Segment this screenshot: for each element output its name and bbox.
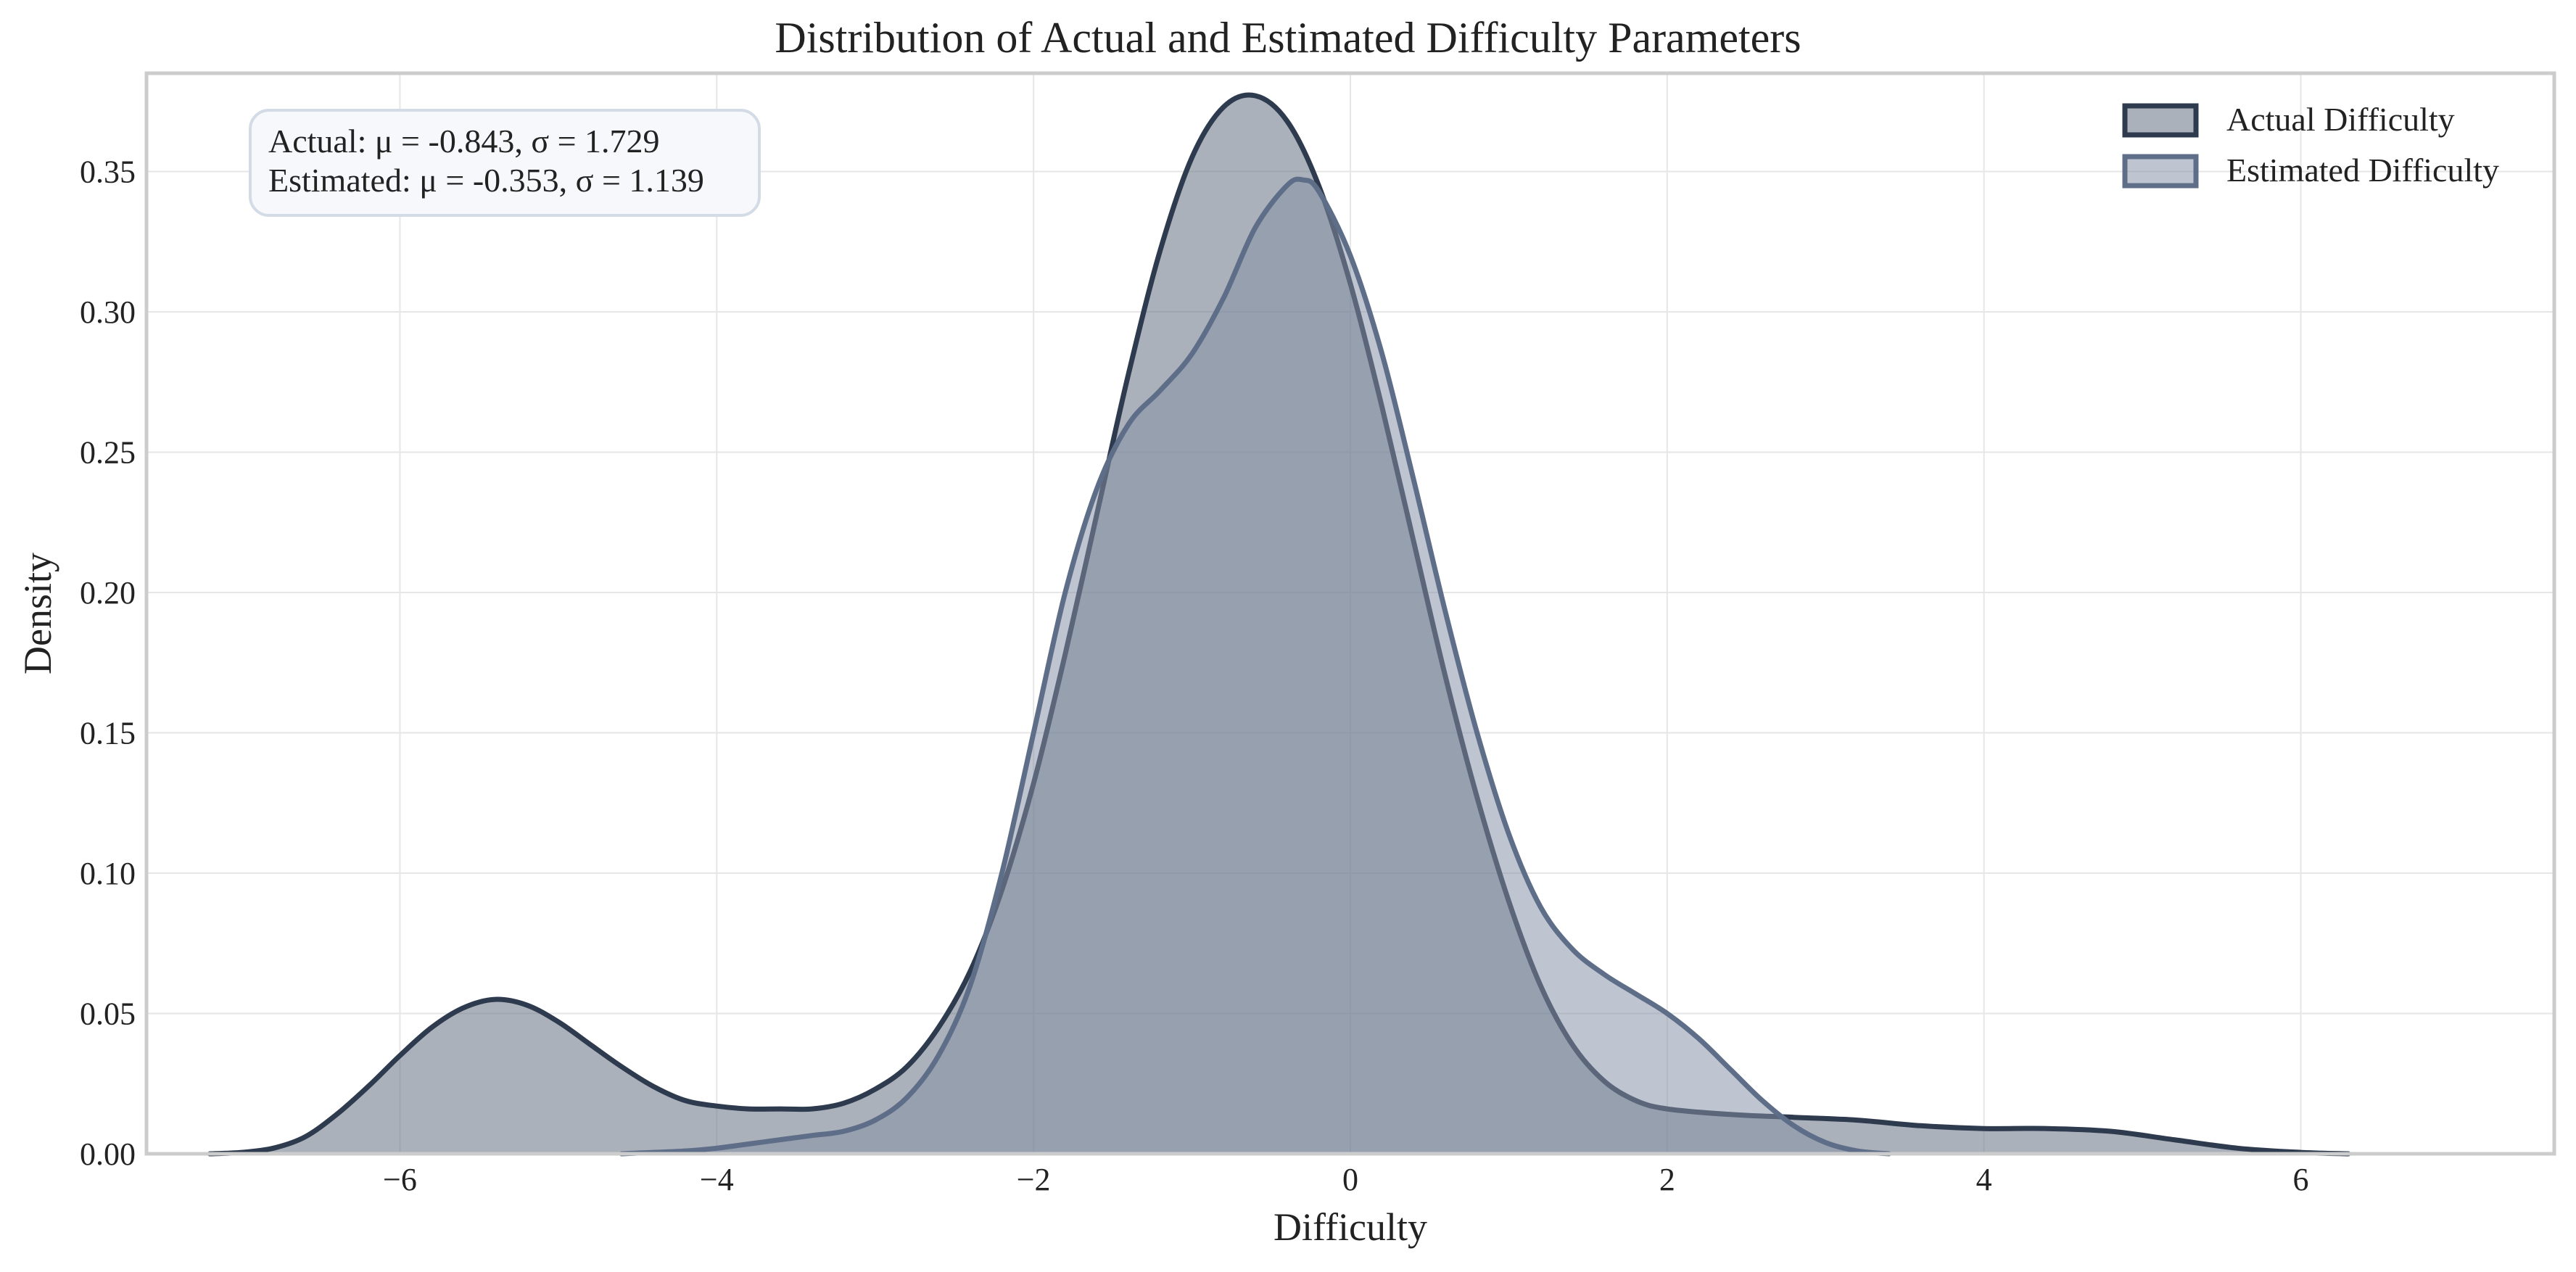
y-tick-label: 0.30: [80, 294, 136, 330]
x-tick-label: 2: [1659, 1162, 1675, 1197]
stats-actual: Actual: μ = -0.843, σ = 1.729: [268, 123, 660, 160]
x-tick-label: 0: [1342, 1162, 1358, 1197]
x-tick-label: 4: [1976, 1162, 1992, 1197]
plot-frame: [144, 71, 2556, 1156]
y-axis-ticks: 0.00 0.05 0.10 0.15 0.20 0.25 0.30 0.35: [80, 154, 136, 1172]
x-axis-label: Difficulty: [1273, 1205, 1427, 1249]
y-axis-label: Density: [16, 553, 59, 674]
x-tick-label: −2: [1017, 1162, 1051, 1197]
chart-title: Distribution of Actual and Estimated Dif…: [775, 14, 1801, 62]
legend-label-estimated: Estimated Difficulty: [2226, 152, 2499, 189]
stats-box: Actual: μ = -0.843, σ = 1.729 Estimated:…: [249, 109, 761, 217]
x-tick-label: −6: [383, 1162, 417, 1197]
x-tick-label: 6: [2293, 1162, 2309, 1197]
series-area-estimated: [622, 179, 1889, 1155]
stats-estimated: Estimated: μ = -0.353, σ = 1.139: [268, 162, 704, 199]
y-tick-label: 0.35: [80, 154, 136, 189]
legend-swatch-actual: [2122, 103, 2199, 138]
x-axis-ticks: −6 −4 −2 0 2 4 6: [383, 1162, 2308, 1197]
series-line-estimated: [619, 176, 1892, 1157]
stats-box-frame: [249, 109, 761, 217]
series-layer: [207, 92, 2351, 1157]
y-tick-label: 0.00: [80, 1136, 136, 1172]
y-tick-label: 0.25: [80, 434, 136, 470]
y-tick-label: 0.05: [80, 996, 136, 1031]
y-tick-label: 0.20: [80, 575, 136, 611]
legend-label-actual: Actual Difficulty: [2226, 101, 2455, 138]
x-tick-label: −4: [700, 1162, 734, 1197]
y-tick-label: 0.10: [80, 856, 136, 891]
y-tick-label: 0.15: [80, 715, 136, 751]
legend: Actual Difficulty Estimated Difficulty: [2122, 101, 2499, 189]
legend-swatch-estimated: [2122, 154, 2199, 189]
